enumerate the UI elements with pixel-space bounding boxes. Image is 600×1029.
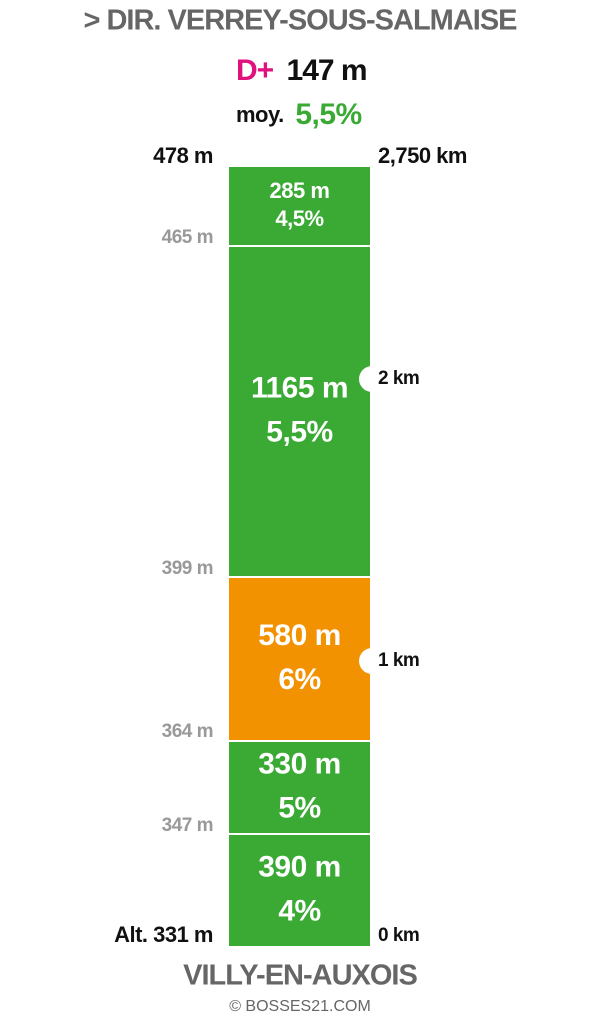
segment-slope: 6% xyxy=(278,663,320,696)
gain-line: D+ 147 m xyxy=(236,54,367,87)
avg-label: moy. xyxy=(236,102,284,127)
segment xyxy=(229,835,370,946)
segment-slope: 4% xyxy=(278,894,320,927)
distance-label: 1 km xyxy=(378,650,419,671)
segment-length: 580 m xyxy=(258,619,341,652)
altitude-label: 347 m xyxy=(162,815,213,836)
avg: 5,5% xyxy=(295,98,361,131)
segment xyxy=(229,247,370,576)
credit: © BOSSES21.COM xyxy=(229,998,371,1015)
segments: 285 m 4,5% 1165 m 5,5% 580 m 6% 330 m 5% 390 m 4% xyxy=(229,167,370,946)
segment-slope: 4,5% xyxy=(275,206,323,231)
altitude-label: 465 m xyxy=(162,227,213,248)
gain-label: D+ xyxy=(236,54,274,87)
start-place: VILLY-EN-AUXOIS xyxy=(183,960,417,992)
altitude-label: 364 m xyxy=(162,721,213,742)
km-notch xyxy=(359,366,385,392)
segment-length: 390 m xyxy=(258,850,341,883)
gain: 147 m xyxy=(287,54,367,87)
segment xyxy=(229,742,370,833)
segment-length: 330 m xyxy=(258,747,341,780)
segment xyxy=(229,167,370,245)
distance-label: 0 km xyxy=(378,925,419,946)
altitude-label: 399 m xyxy=(162,558,213,579)
segment-length: 1165 m xyxy=(251,371,348,404)
km-notch xyxy=(359,648,385,674)
segment-slope: 5% xyxy=(278,791,320,824)
avg-line: moy. 5,5% xyxy=(236,98,362,131)
altitude-label: Alt. 331 m xyxy=(114,922,213,947)
distance-label: 2 km xyxy=(378,368,419,389)
distance-label: 2,750 km xyxy=(378,143,467,168)
altitude-label: 478 m xyxy=(153,143,213,168)
segment-slope: 5,5% xyxy=(266,415,332,448)
segment-length: 285 m xyxy=(270,178,330,203)
title: > DIR. VERREY-SOUS-SALMAISE xyxy=(83,5,517,37)
segment xyxy=(229,578,370,740)
